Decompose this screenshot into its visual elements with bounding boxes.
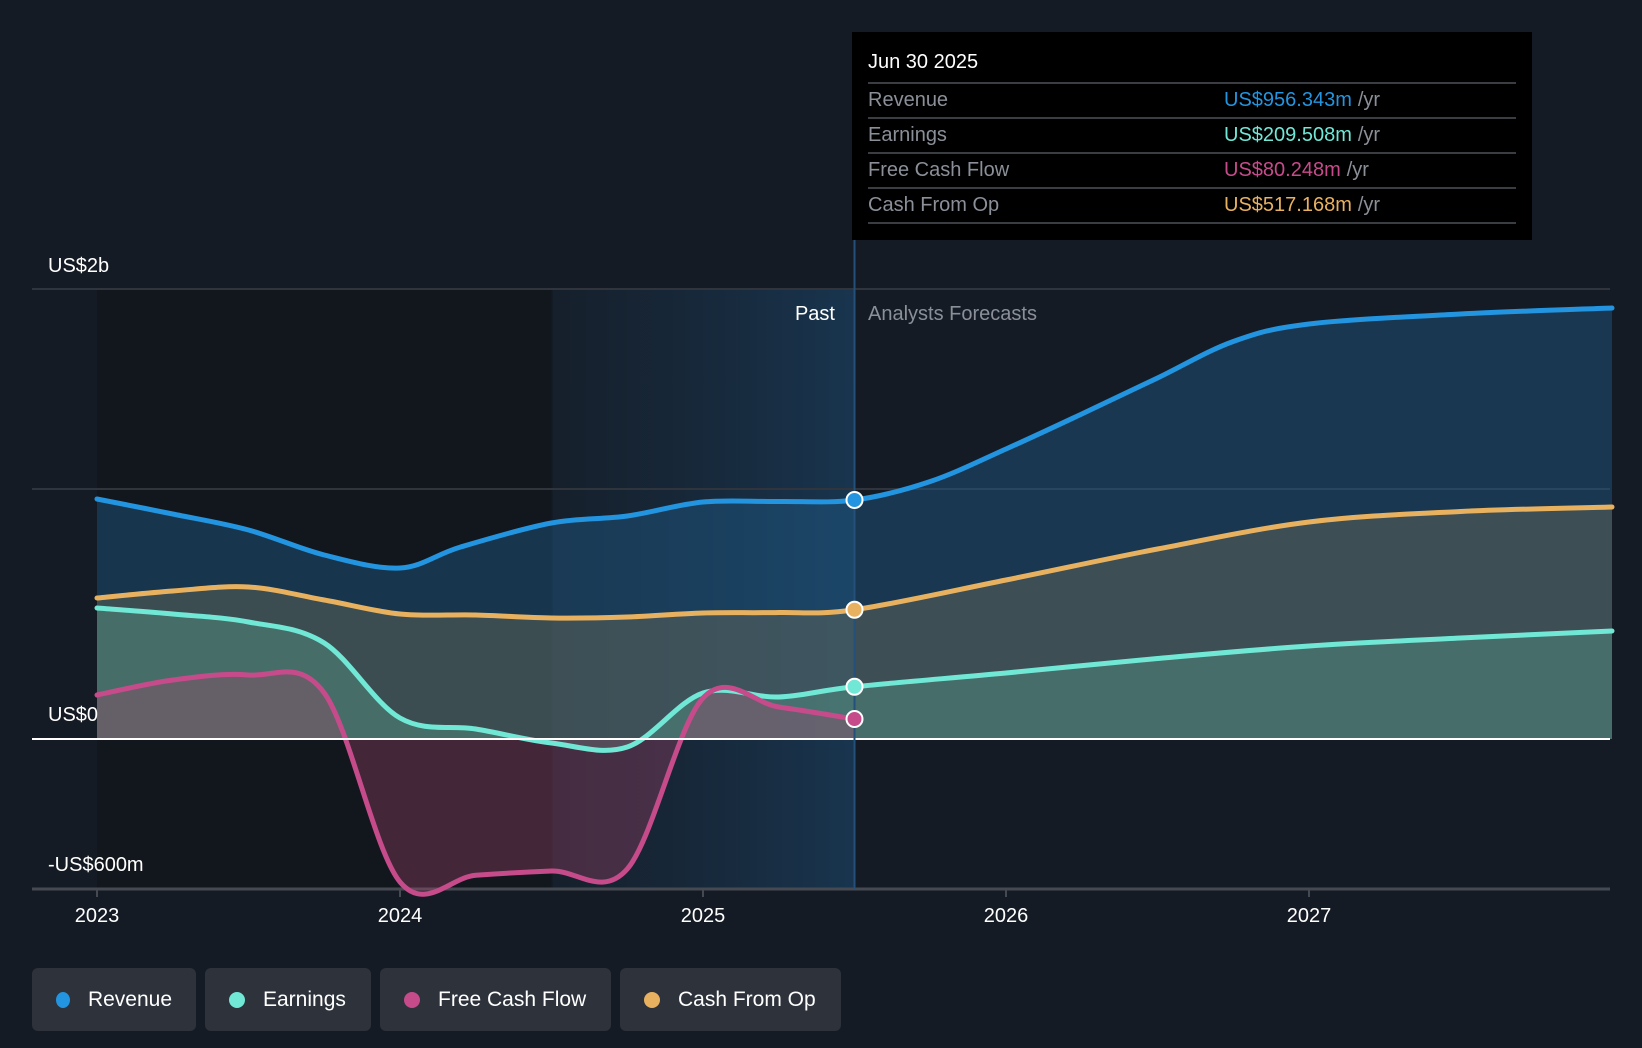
forecast-label: Analysts Forecasts: [868, 303, 1037, 325]
free-cash-flow-line: [94, 669, 857, 897]
legend-dot-icon: [229, 991, 245, 1008]
legend-dot-icon: [644, 991, 660, 1008]
tooltip-row-label: Revenue: [868, 89, 949, 111]
x-tick-label: 2026: [984, 905, 1029, 927]
legend-item-cash-from-op[interactable]: Cash From Op: [620, 968, 841, 1031]
cash-from-op-marker: [845, 600, 864, 619]
tooltip-row-label: Cash From Op: [868, 194, 1000, 216]
x-tick-label: 2025: [681, 905, 726, 927]
legend-label: Free Cash Flow: [438, 987, 587, 1011]
tooltip-row-unit: /yr: [1346, 159, 1369, 181]
tooltip-row-cash-from-op: Cash From Op US$517.168m /yr: [868, 189, 1516, 224]
past-label: Past: [795, 303, 835, 325]
earnings-area: [97, 608, 1612, 751]
tooltip-row-revenue: Revenue US$956.343m /yr: [868, 84, 1516, 119]
x-tick-label: 2027: [1287, 905, 1332, 927]
revenue-marker: [845, 491, 864, 509]
series-lines: [94, 305, 1615, 897]
earnings-marker: [845, 677, 864, 696]
tooltip-row-unit: /yr: [1357, 89, 1381, 111]
tooltip-row-free-cash-flow: Free Cash Flow US$80.248m /yr: [868, 154, 1516, 189]
legend: Revenue Earnings Free Cash Flow Cash Fro…: [32, 968, 841, 1031]
legend-item-revenue[interactable]: Revenue: [32, 968, 196, 1031]
tooltip-date: Jun 30 2025: [868, 46, 1516, 84]
y-tick-label-zero: US$0: [48, 704, 98, 726]
x-tick-label: 2024: [378, 905, 423, 927]
revenue-line: [94, 305, 1615, 571]
y-tick-label-bottom: -US$600m: [48, 854, 144, 876]
legend-label: Revenue: [87, 987, 172, 1011]
free-cash-flow-area: [97, 671, 855, 895]
tooltip-row-value: US$956.343m: [1224, 89, 1352, 111]
legend-label: Earnings: [263, 987, 346, 1011]
tooltip-row-unit: /yr: [1357, 124, 1381, 146]
y-axis: US$2b US$0 -US$600m: [48, 255, 144, 876]
tooltip-row-value: US$209.508m: [1224, 124, 1352, 146]
x-tick-label: 2023: [75, 905, 120, 927]
gridlines: [32, 288, 1610, 891]
tooltip-row-unit: /yr: [1357, 194, 1381, 216]
tooltip-row-value: US$80.248m: [1224, 159, 1341, 181]
highlight-region: [551, 289, 855, 889]
tooltip: Jun 30 2025 Revenue US$956.343m /yr Earn…: [852, 32, 1532, 240]
legend-item-earnings[interactable]: Earnings: [205, 968, 371, 1031]
x-axis: 2023 2024 2025 2026 2027: [75, 889, 1332, 927]
legend-item-free-cash-flow[interactable]: Free Cash Flow: [380, 968, 611, 1031]
cash-from-op-line: [94, 504, 1615, 621]
tooltip-row-value: US$517.168m: [1224, 194, 1352, 216]
tooltip-row-label: Earnings: [868, 124, 947, 146]
tooltip-row-earnings: Earnings US$209.508m /yr: [868, 119, 1516, 154]
legend-label: Cash From Op: [678, 987, 816, 1011]
hover-markers: [845, 491, 864, 728]
free-cash-flow-marker: [845, 710, 864, 728]
legend-dot-icon: [404, 991, 420, 1008]
tooltip-row-label: Free Cash Flow: [868, 159, 1010, 181]
legend-dot-icon: [56, 991, 70, 1008]
y-tick-label-top: US$2b: [48, 255, 109, 277]
